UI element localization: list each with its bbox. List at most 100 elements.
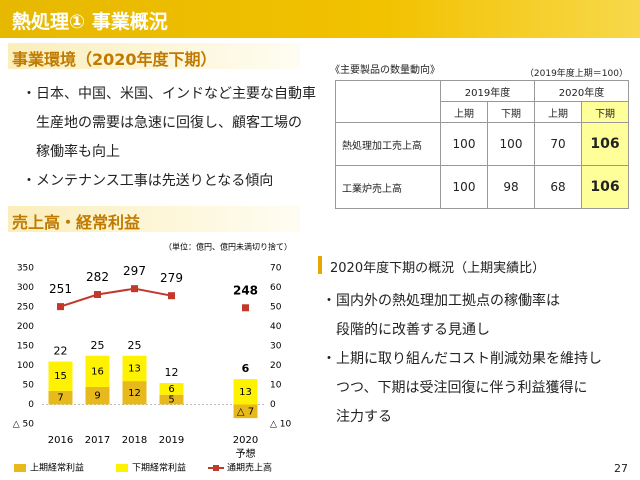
total-label: 6 [242, 362, 250, 375]
unit-note: （単位：億円、億円未満切り捨て） [164, 242, 292, 252]
data-row: 熱処理加工売上高 100 100 70 106 [335, 122, 629, 166]
slide-title: 熱処理① 事業概況 [12, 11, 168, 33]
total-label: 25 [128, 339, 142, 352]
legend-label: 上期経常利益 [30, 462, 84, 474]
legend-swatch [14, 464, 26, 472]
y2-tick-label: 20 [270, 361, 282, 371]
y-tick-label: 50 [23, 381, 35, 391]
total-label: 22 [54, 345, 68, 358]
bullet-line: ・国内外の熱処理加工拠点の稼働率は [322, 293, 560, 309]
legend-label: 通期売上高 [227, 462, 272, 474]
line-marker [57, 303, 64, 311]
page-number: 27 [614, 462, 628, 475]
section-bar [8, 206, 300, 232]
bar-label: 9 [94, 391, 100, 402]
y-tick-label: 150 [17, 342, 34, 352]
bar-label: 13 [239, 387, 252, 398]
x-tick-label: 2017 [85, 435, 110, 446]
bullet-line: ・上期に取り組んだコスト削減効果を維持し [322, 351, 602, 367]
bar [159, 383, 184, 395]
bar [48, 390, 73, 405]
half-header: 上期 [440, 101, 488, 123]
total-label: 25 [91, 339, 105, 352]
y2-tick-label: 40 [270, 322, 282, 332]
half-header: 下期 [487, 101, 535, 123]
line-marker [131, 285, 138, 293]
y2-tick-label: △ 10 [270, 420, 292, 430]
bar [85, 355, 110, 387]
section-title: 売上高・経常利益 [12, 213, 141, 232]
cell: 106 [581, 122, 629, 166]
year-header: 2020年度 [534, 80, 629, 102]
line-label: 251 [49, 282, 72, 296]
bar-label: 7 [57, 393, 63, 404]
cell: 100 [440, 165, 488, 209]
line-label: 297 [123, 264, 146, 278]
y-tick-label: 300 [17, 283, 34, 293]
section-bar [8, 43, 300, 69]
line-label: 279 [160, 271, 183, 285]
bar [122, 355, 147, 382]
bar [122, 381, 147, 405]
bullet-line: 稼働率も向上 [36, 144, 120, 160]
y-tick-label: 350 [17, 264, 34, 274]
bar [233, 379, 258, 405]
half-header: 上期 [534, 101, 582, 123]
x-tick-note: 予想 [236, 447, 256, 460]
legend-swatch [116, 464, 128, 472]
bar-label: 12 [128, 388, 141, 399]
cell: 100 [487, 122, 535, 166]
line-label: 248 [233, 283, 258, 297]
header-row: 2019年度 2020年度 [335, 80, 629, 123]
bar-label: 13 [128, 363, 141, 374]
y2-tick-label: 50 [270, 303, 282, 313]
chart: （単位：億円、億円未満切り捨て） △ 50 0 50 100 150 200 250 300 35… [13, 242, 292, 474]
half-header: 下期 [581, 101, 629, 123]
x-tick-label: 2018 [122, 435, 147, 446]
y2-tick-label: 30 [270, 342, 282, 352]
y-tick-label: 0 [28, 400, 34, 410]
table: 2019年度 2020年度 上期 下期 上期 下期 熱処理加工売上高 100 100 70 106 工… [335, 80, 629, 209]
cell: 100 [440, 122, 488, 166]
bullet-line: 注力する [336, 409, 392, 425]
bar-label: △ 7 [237, 406, 254, 417]
accent-bar [318, 256, 322, 274]
x-tick-label: 2020 [233, 435, 258, 446]
bar-label: 6 [168, 384, 174, 395]
bar-label: 16 [91, 366, 104, 377]
year-header: 2019年度 [440, 80, 535, 102]
bullet-line: 段階的に改善する見通し [336, 322, 490, 338]
title-bar [0, 0, 640, 38]
line-marker [242, 304, 249, 312]
x-tick-label: 2016 [48, 435, 73, 446]
bullet-line: 生産地の需要は急速に回復し、顧客工場の [36, 115, 302, 131]
cell: 98 [487, 165, 535, 209]
y-tick-label: 250 [17, 303, 34, 313]
section-title: 事業環境（2020年度下期） [12, 50, 217, 69]
y-tick-label: △ 50 [13, 420, 35, 430]
line-label: 282 [86, 270, 109, 284]
total-label: 12 [165, 366, 179, 379]
line [61, 289, 246, 308]
y2-tick-label: 60 [270, 283, 282, 293]
bar [85, 386, 110, 405]
bullets: ・国内外の熱処理加工拠点の稼働率は段階的に改善する見通し・上期に取り組んだコスト… [322, 287, 632, 432]
bar-label: 15 [54, 371, 67, 382]
bar [159, 394, 184, 405]
bar [48, 361, 73, 391]
table-caption: 《主要製品の数量動向》 [330, 65, 440, 76]
y-tick-label: 100 [17, 361, 34, 371]
legend-label: 下期経常利益 [132, 462, 186, 474]
bar-label: 5 [168, 395, 174, 406]
y-tick-label: 200 [17, 322, 34, 332]
x-tick-label: 2019 [159, 435, 184, 446]
y2-tick-label: 10 [270, 381, 282, 391]
row-label: 工業炉売上高 [335, 165, 441, 209]
bullets: ・日本、中国、米国、インドなど主要な自動車 生産地の需要は急速に回復し、顧客工場の… [22, 80, 322, 196]
bullet-line: つつ、下期は受注回復に伴う利益獲得に [336, 380, 588, 396]
row-label: 熱処理加工売上高 [335, 122, 441, 166]
line-marker [94, 291, 101, 299]
corner [335, 80, 441, 123]
bar [233, 404, 258, 419]
